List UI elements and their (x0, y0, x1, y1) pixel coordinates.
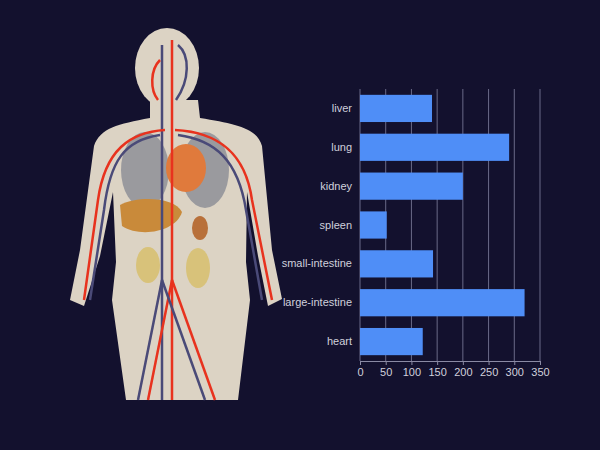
y-tick-label: liver (332, 102, 353, 114)
bar (360, 211, 387, 238)
x-tick-mark (360, 361, 361, 365)
y-tick: lung (331, 141, 360, 153)
x-tick-label: 0 (357, 366, 363, 378)
x-axis: 0 50 100 150 200 250 300 350 (357, 361, 549, 378)
blood-vessel (152, 60, 160, 100)
bar (360, 328, 423, 355)
grid-line (462, 89, 463, 361)
grid-line (514, 89, 515, 361)
x-tick-label: 350 (531, 366, 549, 378)
blood-vessel (161, 45, 164, 400)
y-tick: large-intestine (283, 296, 360, 308)
blood-vessel (176, 45, 187, 100)
y-tick: kidney (320, 180, 360, 192)
x-tick-label: 250 (480, 366, 498, 378)
background (0, 0, 600, 450)
body-silhouette (70, 100, 282, 400)
x-tick-mark (463, 361, 464, 365)
y-axis: liver lung kidney spleen small-intestine larg… (282, 102, 360, 347)
body-illustration (70, 28, 282, 400)
y-tick-label: heart (327, 335, 352, 347)
blood-vessel (162, 280, 205, 400)
intestine-right (186, 248, 210, 288)
blood-vessel (172, 280, 215, 400)
x-tick-mark (489, 361, 490, 365)
x-tick: 200 (454, 361, 472, 378)
x-tick: 150 (428, 361, 446, 378)
blood-vessel (84, 130, 165, 300)
x-tick: 100 (403, 361, 421, 378)
bar (360, 250, 433, 277)
y-tick-label: kidney (320, 180, 352, 192)
y-tick-label: spleen (320, 219, 352, 231)
x-tick: 350 (531, 361, 549, 378)
x-tick-label: 100 (403, 366, 421, 378)
x-tick-mark (437, 361, 438, 365)
y-tick-label: large-intestine (283, 296, 352, 308)
x-tick: 0 (357, 361, 363, 378)
x-axis-line (361, 362, 541, 366)
y-tick: heart (327, 335, 360, 347)
y-tick-label: lung (331, 141, 352, 153)
x-tick-label: 150 (428, 366, 446, 378)
blood-vessel (178, 135, 262, 300)
grid (360, 89, 540, 361)
bar (360, 134, 509, 161)
x-tick-label: 200 (454, 366, 472, 378)
x-tick-label: 300 (506, 366, 524, 378)
kidney (192, 216, 208, 240)
y-tick: liver (332, 102, 360, 114)
x-tick-mark (514, 361, 515, 365)
grid-line (540, 89, 541, 361)
y-tick: spleen (320, 219, 360, 231)
x-tick: 250 (480, 361, 498, 378)
x-tick-label: 50 (380, 366, 392, 378)
grid-line (411, 89, 412, 361)
bar (360, 173, 463, 200)
chart: 0 50 100 150 200 250 300 350 liver lung kidney sple… (0, 0, 600, 450)
x-tick-mark (540, 361, 541, 365)
y-tick: small-intestine (282, 257, 360, 269)
x-tick: 50 (380, 361, 392, 378)
blood-vessel (175, 130, 272, 300)
grid-line (437, 89, 438, 361)
x-tick: 300 (506, 361, 524, 378)
grid-line (488, 89, 489, 361)
y-tick-label: small-intestine (282, 257, 352, 269)
blood-vessel (171, 40, 174, 400)
blood-vessel (138, 280, 162, 400)
intestine-left (136, 247, 160, 283)
bars (360, 95, 525, 355)
bar (360, 95, 432, 122)
blood-vessel (90, 135, 160, 300)
x-tick-mark (386, 361, 387, 365)
bar (360, 289, 525, 316)
head (135, 28, 199, 108)
x-tick-mark (411, 361, 412, 365)
